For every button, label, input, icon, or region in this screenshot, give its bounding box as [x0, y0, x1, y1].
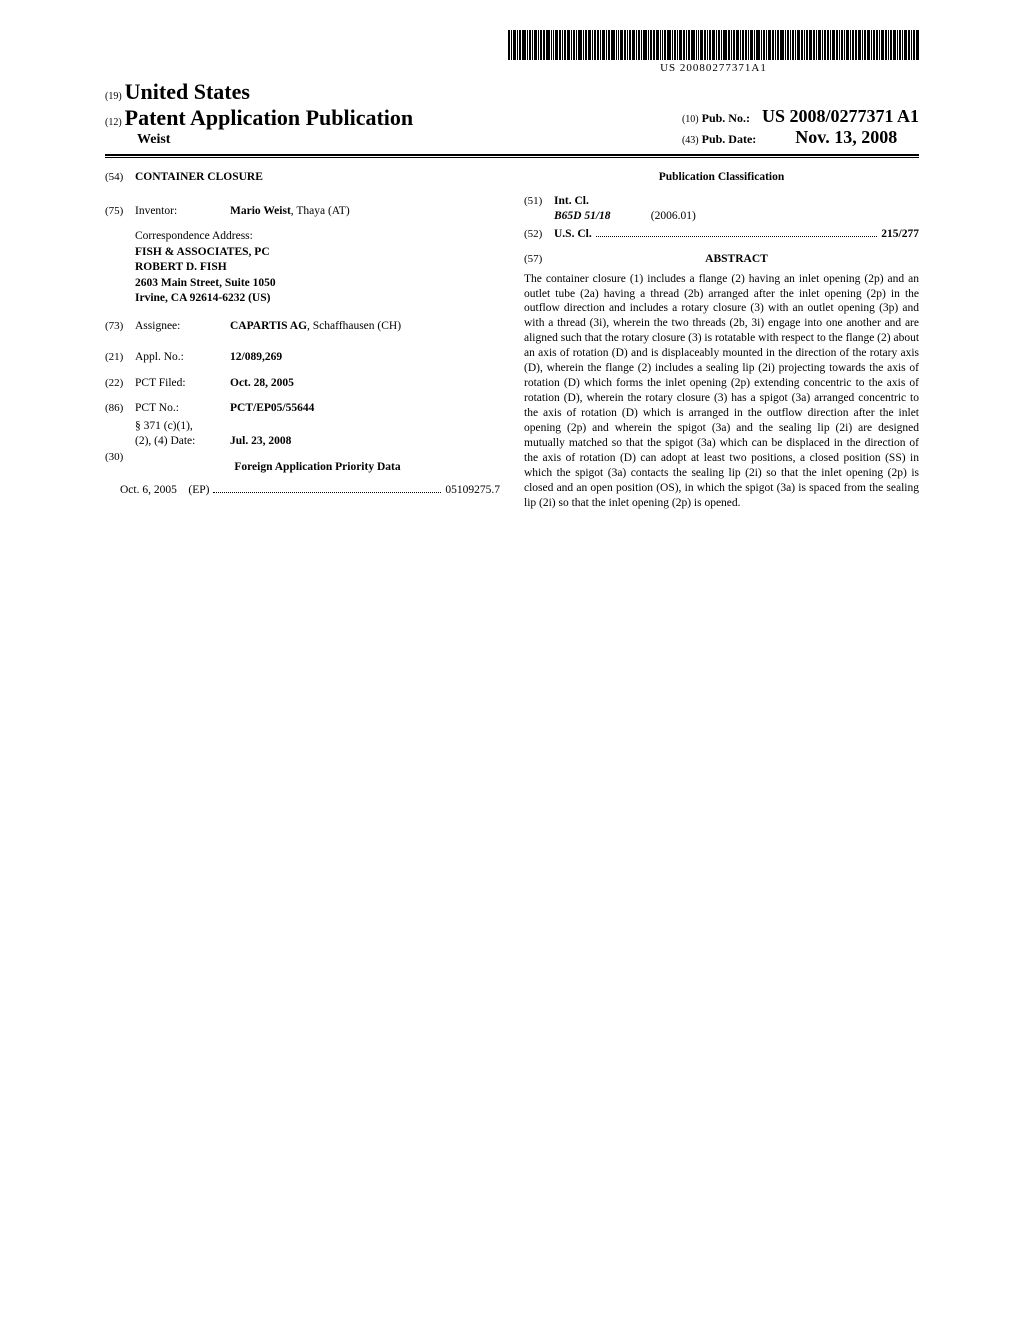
title-row: (54) CONTAINER CLOSURE — [105, 170, 500, 186]
pub-date: Nov. 13, 2008 — [795, 127, 897, 147]
left-column: (54) CONTAINER CLOSURE (75) Inventor: Ma… — [105, 170, 500, 511]
intcl-row: (51) Int. Cl. B65D 51/18 (2006.01) — [524, 194, 919, 225]
correspondence-line4: Irvine, CA 92614-6232 (US) — [135, 291, 500, 307]
uscl-code: (52) — [524, 227, 554, 242]
priority-number: 05109275.7 — [445, 483, 500, 499]
assignee-code: (73) — [105, 319, 135, 335]
author: Weist — [137, 132, 413, 148]
body-columns: (54) CONTAINER CLOSURE (75) Inventor: Ma… — [105, 170, 919, 511]
dots-icon — [596, 227, 878, 236]
uscl-value: 215/277 — [881, 227, 919, 243]
assignee-name: CAPARTIS AG — [230, 320, 307, 332]
abstract-code: (57) — [524, 252, 554, 267]
barcode: US 20080277371A1 — [508, 30, 919, 74]
abstract-text: The container closure (1) includes a fla… — [524, 272, 919, 511]
inventor-label: Inventor: — [135, 204, 230, 220]
priority-country: (EP) — [188, 483, 209, 499]
priority-section: (30) Foreign Application Priority Data O… — [105, 450, 500, 499]
uscl-row: (52) U.S. Cl. 215/277 — [524, 227, 919, 243]
doc-code: (12) — [105, 117, 122, 128]
inventor-loc: , Thaya (AT) — [291, 205, 350, 217]
appl-no-code: (21) — [105, 350, 135, 366]
intcl-class: B65D 51/18 — [554, 210, 611, 222]
uscl-label: U.S. Cl. — [554, 227, 592, 243]
s371-line1: § 371 (c)(1), — [135, 419, 230, 435]
pub-date-code: (43) — [682, 135, 699, 146]
correspondence-line2: ROBERT D. FISH — [135, 260, 500, 276]
pub-no-code: (10) — [682, 114, 699, 125]
inventor-code: (75) — [105, 204, 135, 220]
title-code: (54) — [105, 170, 135, 186]
correspondence-line3: 2603 Main Street, Suite 1050 — [135, 276, 500, 292]
pct-no-value: PCT/EP05/55644 — [230, 401, 500, 417]
priority-heading: Foreign Application Priority Data — [135, 460, 500, 476]
separator-thick — [105, 154, 919, 156]
priority-code: (30) — [105, 450, 135, 484]
pub-no-label: Pub. No.: — [702, 111, 750, 125]
inventor-row: (75) Inventor: Mario Weist, Thaya (AT) — [105, 204, 500, 220]
s371-line2: (2), (4) Date: — [135, 434, 230, 450]
barcode-bars — [508, 30, 919, 60]
inventor-name: Mario Weist — [230, 205, 291, 217]
correspondence: Correspondence Address: FISH & ASSOCIATE… — [135, 229, 500, 307]
assignee-loc: , Schaffhausen (CH) — [307, 320, 401, 332]
assignee-row: (73) Assignee: CAPARTIS AG, Schaffhausen… — [105, 319, 500, 335]
correspondence-line1: FISH & ASSOCIATES, PC — [135, 245, 500, 261]
intcl-code: (51) — [524, 194, 554, 225]
intcl-year: (2006.01) — [651, 210, 696, 222]
dots-icon — [213, 484, 441, 493]
pub-date-label: Pub. Date: — [702, 132, 757, 146]
s371-row: § 371 (c)(1), (2), (4) Date: Jul. 23, 20… — [105, 419, 500, 450]
classification-heading: Publication Classification — [524, 170, 919, 186]
appl-no-value: 12/089,269 — [230, 350, 500, 366]
pct-filed-row: (22) PCT Filed: Oct. 28, 2005 — [105, 376, 500, 392]
priority-date: Oct. 6, 2005 — [120, 483, 177, 499]
appl-no-row: (21) Appl. No.: 12/089,269 — [105, 350, 500, 366]
intcl-label: Int. Cl. — [554, 194, 696, 210]
abstract-heading: ABSTRACT — [554, 252, 919, 268]
pct-filed-label: PCT Filed: — [135, 376, 230, 392]
assignee-label: Assignee: — [135, 319, 230, 335]
right-column: Publication Classification (51) Int. Cl.… — [524, 170, 919, 511]
barcode-block: US 20080277371A1 — [105, 30, 919, 75]
doc-type: Patent Application Publication — [125, 105, 413, 130]
separator-thin — [105, 157, 919, 158]
s371-value: Jul. 23, 2008 — [230, 434, 291, 450]
pub-no: US 2008/0277371 A1 — [762, 106, 919, 126]
title-text: CONTAINER CLOSURE — [135, 170, 263, 186]
pct-no-code: (86) — [105, 401, 135, 417]
country-code: (19) — [105, 91, 122, 102]
country: United States — [125, 79, 250, 104]
pct-no-row: (86) PCT No.: PCT/EP05/55644 — [105, 401, 500, 417]
header: (19) United States (12) Patent Applicati… — [105, 79, 919, 148]
pct-no-label: PCT No.: — [135, 401, 230, 417]
pct-filed-value: Oct. 28, 2005 — [230, 376, 500, 392]
barcode-text: US 20080277371A1 — [508, 62, 919, 74]
correspondence-label: Correspondence Address: — [135, 229, 500, 245]
appl-no-label: Appl. No.: — [135, 350, 230, 366]
pct-filed-code: (22) — [105, 376, 135, 392]
